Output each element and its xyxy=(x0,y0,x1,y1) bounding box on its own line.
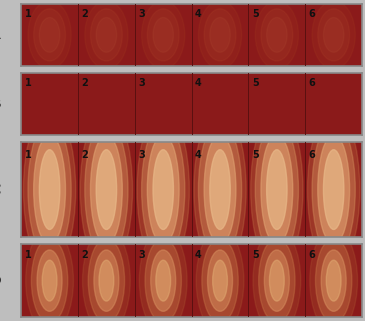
Ellipse shape xyxy=(80,109,132,270)
Ellipse shape xyxy=(23,109,76,270)
Ellipse shape xyxy=(139,228,187,321)
Ellipse shape xyxy=(153,150,173,230)
Ellipse shape xyxy=(204,134,236,245)
Ellipse shape xyxy=(213,260,227,301)
Ellipse shape xyxy=(326,260,341,301)
Ellipse shape xyxy=(310,228,358,321)
Ellipse shape xyxy=(208,250,233,311)
Ellipse shape xyxy=(147,134,179,245)
Text: 5: 5 xyxy=(252,250,258,260)
Text: 3: 3 xyxy=(138,9,145,19)
Ellipse shape xyxy=(88,238,124,321)
Ellipse shape xyxy=(261,9,293,61)
Ellipse shape xyxy=(253,228,301,321)
Ellipse shape xyxy=(318,134,350,245)
Text: 1: 1 xyxy=(24,78,31,88)
Ellipse shape xyxy=(210,18,230,52)
Ellipse shape xyxy=(255,1,299,69)
Text: 4: 4 xyxy=(195,78,202,88)
Text: 2: 2 xyxy=(81,250,88,260)
Ellipse shape xyxy=(96,18,117,52)
Ellipse shape xyxy=(196,228,244,321)
Ellipse shape xyxy=(199,1,242,69)
Text: 2: 2 xyxy=(81,9,88,19)
Text: 2: 2 xyxy=(81,150,88,160)
Ellipse shape xyxy=(318,9,350,61)
Text: 6: 6 xyxy=(309,250,315,260)
Ellipse shape xyxy=(91,134,122,245)
Ellipse shape xyxy=(28,1,71,69)
Ellipse shape xyxy=(323,150,344,230)
Ellipse shape xyxy=(321,250,346,311)
Text: 2: 2 xyxy=(81,78,88,88)
Ellipse shape xyxy=(42,260,57,301)
Ellipse shape xyxy=(142,1,185,69)
Text: 5: 5 xyxy=(252,9,258,19)
Text: 3: 3 xyxy=(138,250,145,260)
Ellipse shape xyxy=(259,238,295,321)
Text: 4: 4 xyxy=(195,9,202,19)
Ellipse shape xyxy=(147,9,179,61)
Ellipse shape xyxy=(91,9,122,61)
Text: 3: 3 xyxy=(138,150,145,160)
Ellipse shape xyxy=(26,228,73,321)
Ellipse shape xyxy=(194,109,246,270)
Ellipse shape xyxy=(251,109,303,270)
Text: 3: 3 xyxy=(138,78,145,88)
Ellipse shape xyxy=(199,121,242,258)
Ellipse shape xyxy=(312,1,355,69)
Ellipse shape xyxy=(266,150,287,230)
Text: 5: 5 xyxy=(252,78,258,88)
Ellipse shape xyxy=(315,238,352,321)
Ellipse shape xyxy=(255,121,299,258)
Text: C: C xyxy=(0,183,1,196)
Ellipse shape xyxy=(28,121,71,258)
Ellipse shape xyxy=(34,9,65,61)
Ellipse shape xyxy=(266,18,287,52)
Text: 6: 6 xyxy=(309,78,315,88)
Text: 4: 4 xyxy=(195,250,202,260)
Ellipse shape xyxy=(210,150,230,230)
Text: D: D xyxy=(0,273,1,288)
Ellipse shape xyxy=(153,18,173,52)
Text: 1: 1 xyxy=(24,150,31,160)
Ellipse shape xyxy=(145,238,181,321)
Ellipse shape xyxy=(94,250,119,311)
Text: 6: 6 xyxy=(309,150,315,160)
Ellipse shape xyxy=(264,250,289,311)
Ellipse shape xyxy=(96,150,117,230)
Ellipse shape xyxy=(261,134,293,245)
Ellipse shape xyxy=(85,1,128,69)
Ellipse shape xyxy=(156,260,170,301)
Ellipse shape xyxy=(204,9,236,61)
Ellipse shape xyxy=(137,109,189,270)
Ellipse shape xyxy=(312,121,355,258)
Text: 1: 1 xyxy=(24,250,31,260)
Ellipse shape xyxy=(99,260,114,301)
Text: 5: 5 xyxy=(252,150,258,160)
Ellipse shape xyxy=(39,18,60,52)
Ellipse shape xyxy=(202,238,238,321)
Ellipse shape xyxy=(269,260,284,301)
Ellipse shape xyxy=(31,238,68,321)
Ellipse shape xyxy=(142,121,185,258)
Ellipse shape xyxy=(34,134,65,245)
Ellipse shape xyxy=(85,121,128,258)
Text: B: B xyxy=(0,97,1,111)
Ellipse shape xyxy=(82,228,130,321)
Text: 4: 4 xyxy=(195,150,202,160)
Ellipse shape xyxy=(151,250,176,311)
Ellipse shape xyxy=(323,18,344,52)
Text: A: A xyxy=(0,28,1,42)
Ellipse shape xyxy=(39,150,60,230)
Text: 6: 6 xyxy=(309,9,315,19)
Ellipse shape xyxy=(308,109,360,270)
Ellipse shape xyxy=(37,250,62,311)
Text: 1: 1 xyxy=(24,9,31,19)
